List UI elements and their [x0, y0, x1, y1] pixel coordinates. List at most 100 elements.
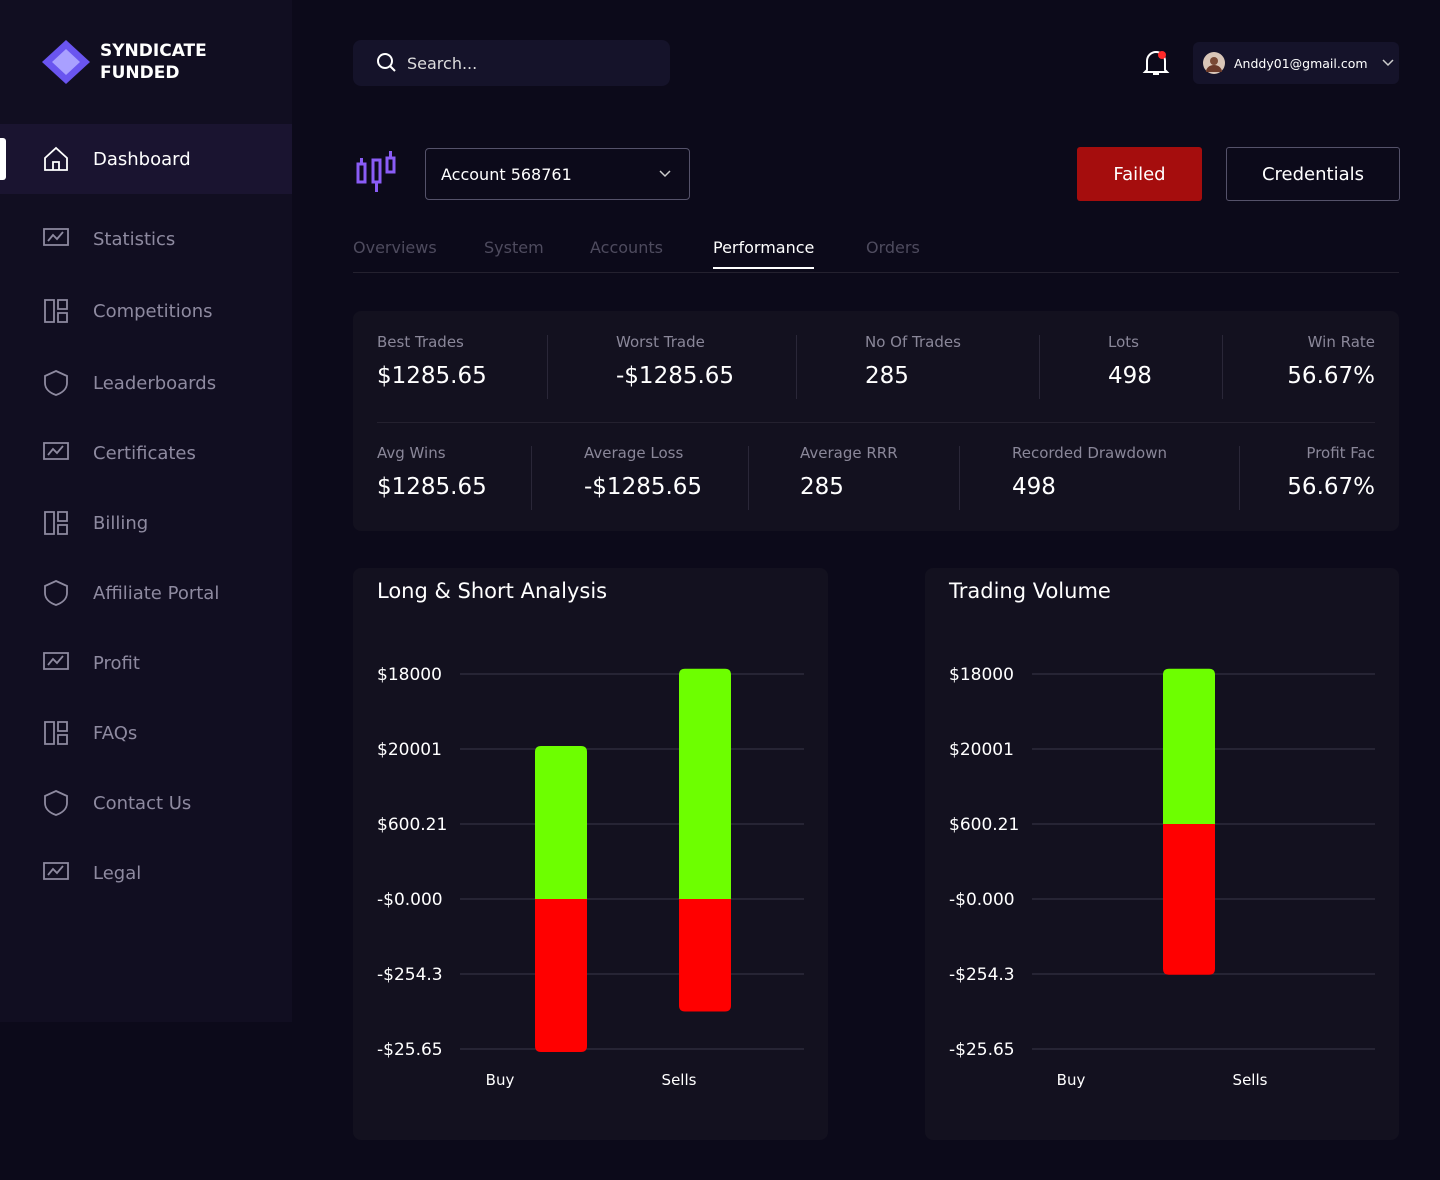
- nav-item[interactable]: Contact Us: [0, 783, 292, 823]
- stat-label: No Of Trades: [865, 333, 961, 351]
- tab[interactable]: Overviews: [353, 238, 437, 257]
- stat-cell: Best Trades $1285.65: [377, 333, 487, 389]
- nav-label: Competitions: [93, 300, 213, 322]
- y-tick-label: -$25.65: [377, 1040, 443, 1060]
- nav-icon: [44, 790, 68, 816]
- nav-label: Legal: [93, 862, 142, 884]
- stat-value: 56.67%: [1287, 363, 1375, 389]
- stat-cell: Average Loss -$1285.65: [584, 444, 702, 500]
- nav-label: Leaderboards: [93, 372, 217, 394]
- status-button[interactable]: Failed: [1077, 147, 1202, 201]
- account-select[interactable]: Account 568761: [425, 148, 690, 200]
- logo: [42, 40, 90, 84]
- icon-path: [43, 862, 69, 880]
- avatar: [1203, 52, 1225, 74]
- nav-icon: [44, 721, 68, 745]
- icon-path: [43, 652, 69, 670]
- nav-icon: [44, 370, 68, 396]
- nav-label: Dashboard: [93, 148, 191, 170]
- tab-divider: [353, 272, 1399, 273]
- tab[interactable]: System: [484, 238, 544, 257]
- nav-item[interactable]: Leaderboards: [0, 363, 292, 403]
- stat-cell: Average RRR 285: [800, 444, 898, 500]
- y-tick-label: -$254.3: [949, 965, 1015, 985]
- stat-divider: [1222, 335, 1223, 399]
- nav-item[interactable]: Certificates: [0, 433, 292, 473]
- stat-label: Worst Trade: [616, 333, 705, 351]
- nav-icon: [44, 511, 68, 535]
- search-box[interactable]: Search...: [353, 40, 670, 86]
- nav-item[interactable]: FAQs: [0, 713, 292, 753]
- nav-item[interactable]: Legal: [0, 853, 292, 893]
- bar-segment: [679, 899, 731, 1012]
- nav-label: Contact Us: [93, 792, 192, 814]
- stat-divider: [959, 446, 960, 510]
- y-tick-label: $20001: [949, 740, 1014, 760]
- stat-divider: [796, 335, 797, 399]
- y-tick-label: -$25.65: [949, 1040, 1015, 1060]
- nav-item[interactable]: Statistics: [0, 219, 292, 259]
- nav-item[interactable]: Profit: [0, 643, 292, 683]
- nav-item[interactable]: Affiliate Portal: [0, 573, 292, 613]
- stat-value: -$1285.65: [584, 474, 703, 500]
- user-menu[interactable]: Anddy01@gmail.com: [1193, 42, 1399, 84]
- nav-icon: [44, 580, 68, 606]
- stat-value: 498: [1108, 363, 1152, 389]
- stat-divider: [547, 335, 548, 399]
- tab[interactable]: Accounts: [590, 238, 663, 257]
- stat-label: Average Loss: [584, 444, 684, 462]
- nav-icon: [43, 652, 69, 670]
- stat-label: Win Rate: [1307, 333, 1375, 351]
- stat-value: 56.67%: [1287, 474, 1375, 500]
- bar-segment: [679, 668, 731, 899]
- y-tick-label: -$0.000: [377, 890, 443, 910]
- nav-item[interactable]: Dashboard: [0, 124, 292, 194]
- nav-item[interactable]: Competitions: [0, 291, 292, 331]
- sidebar: SYNDICATE FUNDED Dashboard Statistics Comp…: [0, 0, 292, 1022]
- icon-path: [44, 721, 68, 745]
- bar-segment: [535, 899, 587, 1052]
- bar-segment: [1163, 668, 1215, 824]
- stat-cell: Lots 498: [1108, 333, 1152, 389]
- icon-path: [44, 146, 68, 171]
- x-tick-label: Sells: [662, 1071, 697, 1089]
- stats-card: Best Trades $1285.65 Worst Trade -$1285.65 N…: [353, 311, 1399, 531]
- nav-icon: [44, 299, 68, 323]
- tab[interactable]: Orders: [866, 238, 920, 257]
- brand: SYNDICATE FUNDED: [100, 40, 207, 84]
- y-tick-label: -$254.3: [377, 965, 443, 985]
- nav-icon: [43, 862, 69, 880]
- stat-value: 498: [1012, 474, 1056, 500]
- stat-cell: Recorded Drawdown 498: [1012, 444, 1167, 500]
- stat-value: -$1285.65: [616, 363, 735, 389]
- stat-label: Best Trades: [377, 333, 464, 351]
- nav-label: Affiliate Portal: [93, 582, 220, 604]
- account-value: Account 568761: [441, 164, 572, 184]
- stat-divider: [748, 446, 749, 510]
- credentials-button[interactable]: Credentials: [1226, 147, 1400, 201]
- stat-value: 285: [865, 363, 909, 389]
- nav-label: Statistics: [93, 228, 176, 250]
- y-tick-label: -$0.000: [949, 890, 1015, 910]
- stat-divider: [1239, 446, 1240, 510]
- brand-line: FUNDED: [100, 63, 180, 83]
- nav-label: Billing: [93, 512, 149, 534]
- stat-cell: Win Rate 56.67%: [1287, 333, 1375, 389]
- nav-icon: [43, 442, 69, 460]
- y-tick-label: $18000: [377, 665, 442, 685]
- chart-panel: Trading Volume $18000 $20001 $600.21 -$0.000…: [925, 568, 1399, 1140]
- stat-label: Lots: [1108, 333, 1139, 351]
- chevron: [1382, 59, 1394, 67]
- brand-line: SYNDICATE: [100, 41, 207, 61]
- chart-title: Long & Short Analysis: [377, 579, 607, 603]
- bell[interactable]: [1142, 48, 1170, 78]
- candle-icon: [356, 151, 396, 192]
- x-tick-label: Buy: [486, 1071, 515, 1089]
- icon-path: [43, 228, 69, 246]
- stat-divider: [531, 446, 532, 510]
- nav-item[interactable]: Billing: [0, 503, 292, 543]
- tab[interactable]: Performance: [713, 238, 815, 269]
- search-icon: [377, 53, 396, 72]
- icon-path: [44, 790, 68, 816]
- chevron: [659, 170, 671, 178]
